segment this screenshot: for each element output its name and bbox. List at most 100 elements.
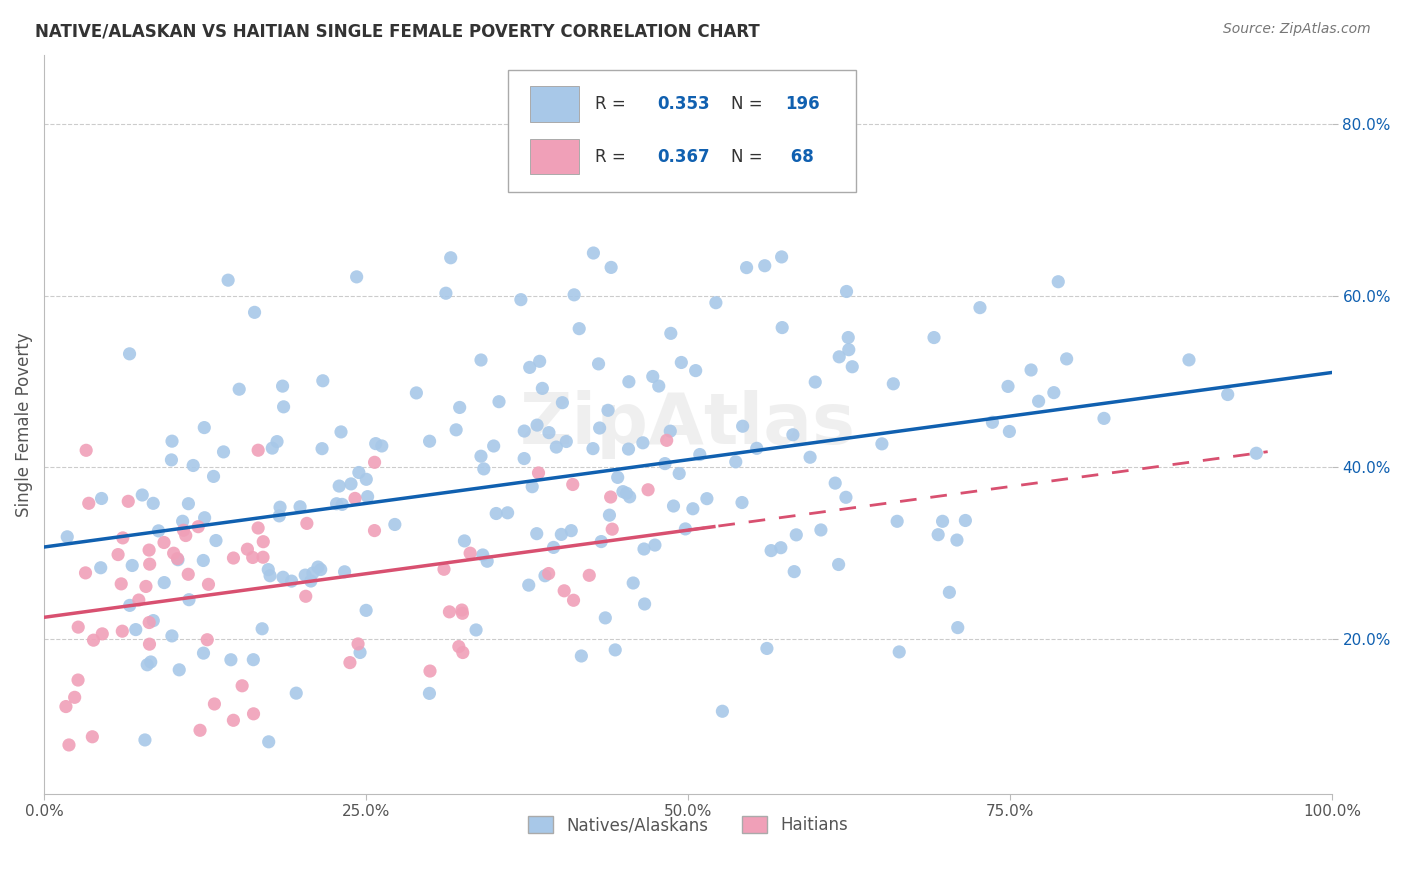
Point	[509, 293, 531, 307]
Point	[125, 623, 148, 637]
Point	[526, 526, 548, 541]
Point	[205, 533, 228, 548]
Point	[419, 664, 441, 678]
Point	[347, 637, 370, 651]
Point	[136, 657, 159, 672]
Point	[655, 434, 678, 448]
Point	[257, 563, 280, 577]
Point	[1092, 411, 1115, 425]
Point	[1028, 394, 1050, 409]
Point	[295, 516, 318, 531]
Point	[449, 401, 471, 415]
Point	[654, 457, 676, 471]
Point	[349, 645, 371, 659]
Point	[242, 706, 264, 721]
Point	[384, 517, 406, 532]
Point	[485, 507, 508, 521]
FancyBboxPatch shape	[530, 139, 579, 174]
Point	[177, 497, 200, 511]
Point	[754, 259, 776, 273]
Text: N =: N =	[731, 95, 768, 113]
Point	[269, 508, 291, 523]
Point	[188, 723, 211, 738]
Point	[704, 295, 727, 310]
Point	[63, 690, 86, 705]
Point	[138, 543, 160, 558]
Point	[555, 434, 578, 449]
Point	[513, 451, 536, 466]
Point	[595, 611, 617, 625]
Point	[273, 400, 295, 414]
Point	[682, 501, 704, 516]
Point	[294, 589, 316, 603]
Point	[453, 533, 475, 548]
Point	[782, 427, 804, 442]
Point	[173, 523, 195, 537]
Point	[517, 578, 540, 592]
Point	[339, 656, 361, 670]
Point	[242, 653, 264, 667]
Point	[783, 565, 806, 579]
Point	[560, 524, 582, 538]
Text: ZipAtlas: ZipAtlas	[520, 390, 856, 458]
Point	[599, 490, 621, 504]
Point	[731, 419, 754, 434]
Point	[228, 382, 250, 396]
Point	[458, 546, 481, 560]
Point	[537, 425, 560, 440]
Point	[598, 508, 620, 523]
Point	[142, 496, 165, 510]
Point	[166, 551, 188, 566]
Point	[1178, 352, 1201, 367]
Point	[537, 566, 560, 581]
Point	[271, 379, 294, 393]
Point	[134, 733, 156, 747]
Point	[128, 593, 150, 607]
Point	[472, 462, 495, 476]
Point	[606, 470, 628, 484]
Point	[605, 643, 627, 657]
Point	[1216, 387, 1239, 401]
Point	[488, 394, 510, 409]
Point	[111, 531, 134, 545]
Point	[600, 260, 623, 275]
Point	[835, 285, 858, 299]
Point	[343, 491, 366, 506]
Point	[142, 614, 165, 628]
Point	[135, 579, 157, 593]
Point	[107, 548, 129, 562]
Point	[131, 488, 153, 502]
Point	[870, 437, 893, 451]
Point	[247, 521, 270, 535]
Point	[673, 522, 696, 536]
Point	[482, 439, 505, 453]
Point	[659, 326, 682, 341]
Legend: Natives/Alaskans, Haitians: Natives/Alaskans, Haitians	[522, 809, 855, 841]
Point	[1246, 446, 1268, 460]
Point	[588, 357, 610, 371]
Text: N =: N =	[731, 147, 768, 166]
Point	[759, 543, 782, 558]
Point	[91, 627, 114, 641]
Point	[889, 645, 911, 659]
Point	[90, 560, 112, 574]
Point	[312, 374, 335, 388]
Point	[111, 624, 134, 639]
Point	[531, 381, 554, 395]
Point	[477, 554, 499, 568]
Point	[696, 491, 718, 506]
Point	[837, 330, 859, 344]
Point	[302, 566, 325, 580]
Point	[307, 560, 329, 574]
Point	[562, 288, 585, 302]
Point	[671, 355, 693, 369]
Point	[799, 450, 821, 465]
Point	[659, 424, 682, 438]
Text: Source: ZipAtlas.com: Source: ZipAtlas.com	[1223, 22, 1371, 37]
Point	[648, 379, 671, 393]
Point	[612, 484, 634, 499]
Point	[75, 443, 97, 458]
Y-axis label: Single Female Poverty: Single Female Poverty	[15, 332, 32, 516]
Point	[222, 551, 245, 566]
Point	[882, 376, 904, 391]
